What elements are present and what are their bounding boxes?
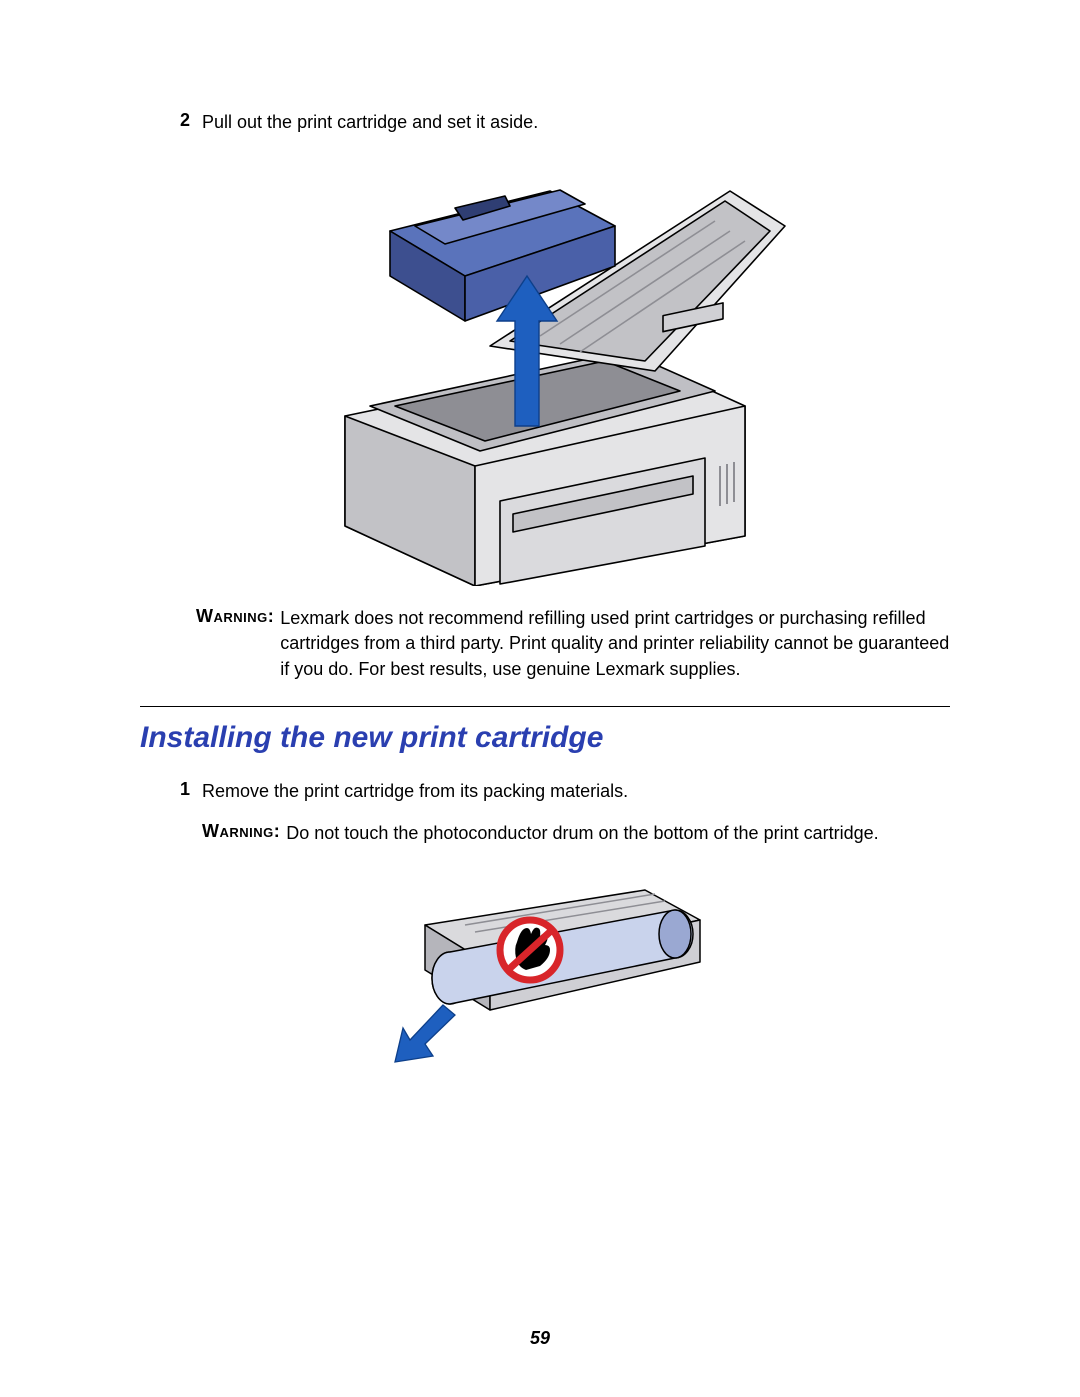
step-2: 2 Pull out the print cartridge and set i… (172, 110, 950, 134)
warning-refill: Warning: Lexmark does not recommend refi… (196, 606, 950, 682)
warning-label: Warning: (196, 606, 274, 627)
section-divider (140, 706, 950, 707)
warning-drum: Warning: Do not touch the photoconductor… (202, 821, 950, 846)
step-1: 1 Remove the print cartridge from its pa… (172, 779, 950, 803)
page-content: 2 Pull out the print cartridge and set i… (0, 0, 1080, 1130)
step-number: 2 (172, 110, 190, 131)
step-number: 1 (172, 779, 190, 800)
step-text: Pull out the print cartridge and set it … (202, 110, 538, 134)
warning-text: Lexmark does not recommend refilling use… (280, 606, 950, 682)
section-title: Installing the new print cartridge (140, 721, 950, 755)
figure-cartridge-no-touch (140, 870, 950, 1070)
warning-label: Warning: (202, 821, 280, 842)
warning-text: Do not touch the photoconductor drum on … (286, 821, 878, 846)
step-text: Remove the print cartridge from its pack… (202, 779, 628, 803)
figure-printer-remove-cartridge (140, 146, 950, 586)
printer-illustration (285, 146, 805, 586)
page-number: 59 (0, 1328, 1080, 1349)
no-touch-icon (500, 920, 560, 980)
cartridge-illustration (355, 870, 735, 1070)
